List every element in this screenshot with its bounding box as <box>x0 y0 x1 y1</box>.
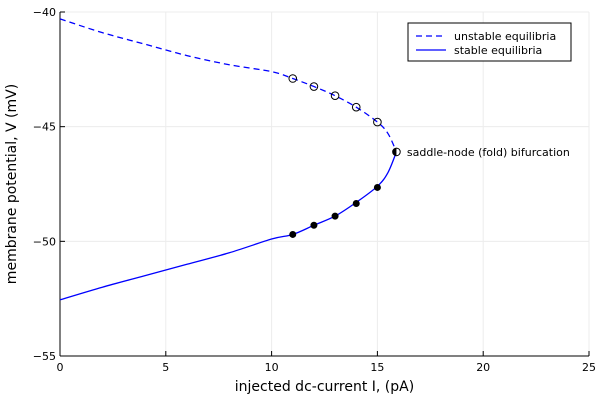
fold-point-half-fill <box>392 148 397 156</box>
x-tick-label: 5 <box>162 361 169 374</box>
x-ticks: 0 5 10 15 20 25 <box>57 351 596 374</box>
stable-point-marker <box>289 230 297 238</box>
axes <box>59 12 589 357</box>
x-tick-label: 25 <box>582 361 596 374</box>
unstable-point-marker <box>351 102 361 112</box>
stable-point-marker <box>352 199 360 207</box>
unstable-point-marker <box>373 117 382 127</box>
unstable-point-marker <box>288 74 298 83</box>
y-tick-label: −45 <box>33 121 56 134</box>
x-axis-title: injected dc-current I, (pA) <box>235 379 414 395</box>
x-tick-label: 10 <box>265 361 279 374</box>
legend-box <box>407 22 572 62</box>
x-tick-label: 0 <box>57 361 64 374</box>
grid <box>59 11 590 357</box>
series <box>59 18 398 301</box>
y-tick-label: −50 <box>33 235 56 248</box>
stable-point-marker <box>331 212 339 220</box>
legend-label-unstable: unstable equilibria <box>454 30 556 43</box>
y-ticks: −55 −50 −45 −40 <box>33 6 65 363</box>
fold-annotation: saddle-node (fold) bifurcation <box>407 146 570 159</box>
x-tick-label: 15 <box>370 361 384 374</box>
y-tick-label: −40 <box>33 6 56 19</box>
stable-point-marker <box>310 221 318 229</box>
unstable-point-marker <box>330 91 340 101</box>
legend: unstable equilibria stable equilibria <box>407 22 572 62</box>
legend-label-stable: stable equilibria <box>454 44 542 57</box>
y-axis-title: membrane potential, V (mV) <box>4 84 20 284</box>
unstable-point-marker <box>309 82 319 91</box>
annotations: saddle-node (fold) bifurcation <box>407 146 570 159</box>
markers <box>288 74 401 238</box>
y-tick-label: −55 <box>33 350 56 363</box>
stable-point-marker <box>373 183 381 191</box>
x-tick-label: 20 <box>476 361 490 374</box>
series-unstable-line <box>59 18 398 153</box>
series-stable-line <box>59 151 398 301</box>
